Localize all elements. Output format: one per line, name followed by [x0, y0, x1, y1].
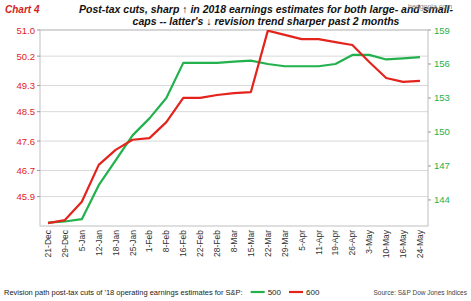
y-tick-label: 51.0 [17, 25, 36, 36]
x-tick-label: 12-Jan [94, 230, 104, 256]
y-tick-label: 48.5 [17, 106, 36, 117]
y2-tick-label: 150 [434, 126, 450, 137]
series-line [48, 31, 420, 223]
y-axis: 45.9 46.7 47.6 48.5 49.3 50.2 51.0 [17, 25, 41, 203]
x-tick-label: 19-Apr [330, 230, 340, 256]
x-axis: 21-Dec 29-Dec 5-Jan 12-Jan 18-Jan 25-Jan 1-Feb… [43, 229, 425, 258]
x-tick-label: 25-Jan [128, 230, 138, 256]
y2-tick-label: 153 [434, 92, 450, 103]
x-tick-label: 29-Dec [60, 229, 70, 257]
y2-tick-label: 144 [434, 194, 450, 205]
y-tick [37, 30, 40, 31]
y2-tick [428, 199, 431, 200]
legend-label: 600 [306, 288, 320, 297]
x-tick-label: 5-Apr [297, 230, 307, 251]
x-tick-label: 24-May [415, 229, 425, 258]
legend-label: 500 [268, 288, 282, 297]
x-tick-label: 1-Feb [144, 230, 154, 252]
y-tick-label: 49.3 [17, 80, 36, 91]
y2-axis: 144 147 150 153 156 159 [428, 25, 450, 206]
x-tick-label: 22-Mar [263, 230, 273, 257]
x-tick-label: 10-May [381, 229, 391, 258]
y2-tick [428, 165, 431, 166]
x-tick-label: 28-Feb [212, 230, 222, 257]
y2-tick-label: 147 [434, 160, 450, 171]
y2-tick [428, 131, 431, 132]
grid-line [40, 170, 428, 171]
y-tick-label: 45.9 [17, 191, 36, 202]
y2-tick [428, 30, 431, 31]
y-tick [37, 141, 40, 142]
x-tick-label: 26-Apr [347, 230, 357, 256]
series-group [48, 31, 420, 223]
legend-swatch [251, 291, 265, 293]
legend-item: 500 [251, 288, 282, 297]
x-tick-label: 5-Jan [77, 230, 87, 252]
x-tick-label: 11-Apr [314, 230, 324, 255]
grid-line [40, 111, 428, 112]
y2-tick-label: 156 [434, 58, 450, 69]
x-tick-label: 3-May [364, 229, 374, 253]
y-tick [37, 111, 40, 112]
page: {"chart_data": {"type": "line", "title":… [0, 0, 471, 301]
x-tick-label: 8-Mar [229, 230, 239, 252]
x-tick-label: 18-Jan [111, 230, 121, 256]
y2-tick [428, 63, 431, 64]
x-tick-label: 16-Feb [178, 230, 188, 257]
grid-line [40, 141, 428, 142]
y2-tick-label: 159 [434, 25, 450, 36]
watermark: hedgopia.com [408, 3, 452, 11]
title: Post-tax cuts, sharp ↑ in 2018 earnings … [68, 3, 464, 27]
caption: Revision path post-tax cuts of '18 opera… [4, 288, 243, 297]
y-tick [37, 85, 40, 86]
y-tick [37, 170, 40, 171]
legend-item: 600 [289, 288, 320, 297]
series-line [48, 55, 420, 223]
y2-tick [428, 97, 431, 98]
y-tick [37, 56, 40, 57]
x-tick-label: 29-Mar [280, 230, 290, 257]
x-tick-label: 16-May [398, 229, 408, 258]
x-tick-label: 8-Feb [161, 230, 171, 252]
x-tick-label: 22-Feb [195, 230, 205, 257]
x-tick-label: 21-Dec [43, 229, 53, 257]
chart-label: Chart 4 [5, 4, 40, 15]
plot-frame [40, 30, 428, 226]
y-tick-label: 50.2 [17, 51, 36, 62]
chart: Chart 4 hedgopia.com 45.9 46.7 47.6 48.5 49.3 5… [0, 0, 471, 301]
y-tick-label: 47.6 [17, 136, 36, 147]
legend: 500 600 [251, 288, 320, 297]
grid-line [40, 85, 428, 86]
legend-swatch [289, 291, 303, 293]
source: Source: S&P Dow Jones Indices [374, 289, 468, 296]
y-tick-label: 46.7 [17, 165, 36, 176]
grid-line [40, 196, 428, 197]
y-tick [37, 196, 40, 197]
x-tick-label: 15-Mar [246, 230, 256, 257]
